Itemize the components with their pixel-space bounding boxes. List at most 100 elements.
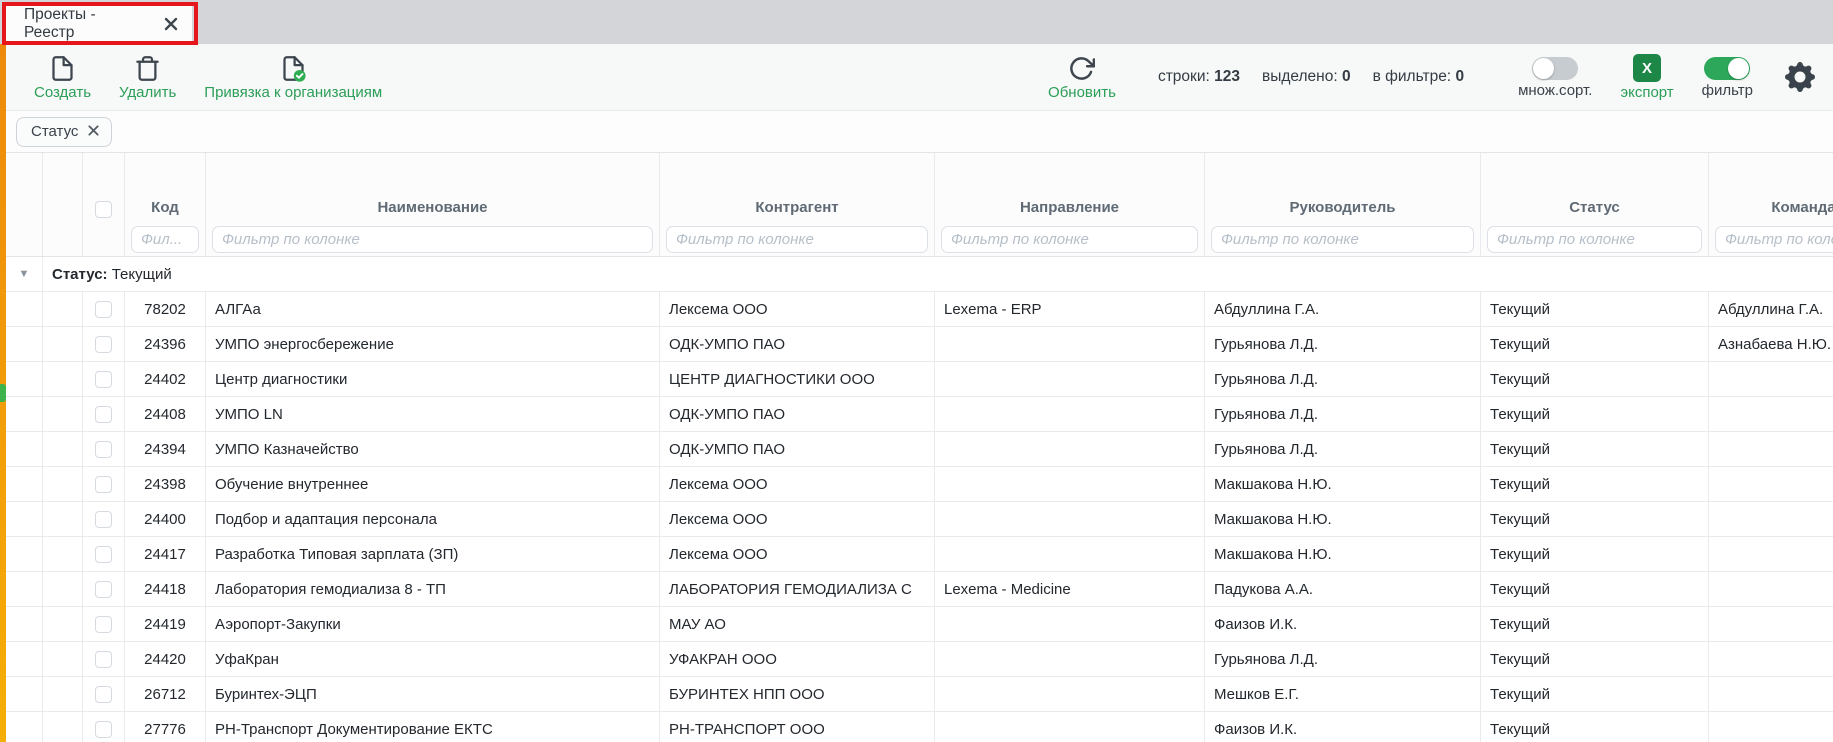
row-checkbox[interactable] (95, 370, 112, 388)
cell-expand (6, 467, 43, 501)
cell-counterparty: БУРИНТЕХ НПП ООО (660, 677, 935, 711)
cell-direction (935, 712, 1205, 742)
column-header-name[interactable]: Наименование (206, 153, 660, 223)
cell-direction (935, 677, 1205, 711)
filter-input-manager[interactable] (1211, 226, 1474, 253)
left-accent-bar (0, 44, 6, 742)
row-checkbox[interactable] (95, 335, 112, 353)
filter-input-counterparty[interactable] (666, 226, 928, 253)
collapse-triangle-icon[interactable]: ▼ (6, 257, 43, 291)
cell-name: Буринтех-ЭЦП (206, 677, 660, 711)
cell-checkbox (83, 607, 125, 641)
filter-toggle[interactable]: фильтр (1702, 56, 1753, 98)
row-counters: строки: 123 выделено: 0 в фильтре: 0 (1158, 68, 1464, 86)
table-row[interactable]: 24400 Подбор и адаптация персонала Лексема… (6, 502, 1833, 537)
header-select-all (83, 153, 125, 223)
table-row[interactable]: 24419 Аэропорт-Закупки МАУ АО Фаизов И.К. Те… (6, 607, 1833, 642)
multisort-toggle[interactable]: множ.сорт. (1518, 56, 1592, 98)
row-checkbox[interactable] (95, 580, 112, 598)
cell-counterparty: Лексема ООО (660, 537, 935, 571)
cell-team (1709, 362, 1833, 396)
cell-expand (6, 362, 43, 396)
export-button[interactable]: X экспорт (1620, 54, 1674, 100)
cell-checkbox (83, 712, 125, 742)
table-row[interactable]: 24396 УМПО энергосбережение ОДК-УМПО ПАО Гу… (6, 327, 1833, 362)
cell-status: Текущий (1481, 292, 1709, 326)
column-header-status[interactable]: Статус (1481, 153, 1709, 223)
cell-name: УфаКран (206, 642, 660, 676)
cell-manager: Гурьянова Л.Д. (1205, 327, 1481, 361)
filter-input-name[interactable] (212, 226, 653, 253)
trash-icon (136, 55, 159, 81)
link-organizations-button[interactable]: Привязка к организациям (204, 55, 382, 100)
filter-input-team[interactable] (1715, 226, 1833, 253)
table-row[interactable]: 24408 УМПО LN ОДК-УМПО ПАО Гурьянова Л.Д. Те… (6, 397, 1833, 432)
toggle-off-icon[interactable] (1532, 56, 1579, 80)
column-header-team[interactable]: Команда (1709, 153, 1833, 223)
table-row[interactable]: 24398 Обучение внутреннее Лексема ООО Макша… (6, 467, 1833, 502)
row-checkbox[interactable] (95, 720, 112, 738)
group-row-value: Текущий (111, 265, 172, 283)
table-row[interactable]: 78202 АЛГАа Лексема ООО Lexema - ERP Абдулли… (6, 292, 1833, 327)
tab-projects-registry[interactable]: Проекты - Реестр (6, 4, 192, 44)
left-edge-indicator (0, 384, 6, 402)
group-row-status[interactable]: ▼ Статус: Текущий (6, 257, 1833, 292)
row-checkbox[interactable] (95, 300, 112, 318)
cell-name: Лаборатория гемодиализа 8 - ТП (206, 572, 660, 606)
cell-code: 24419 (125, 607, 206, 641)
delete-button[interactable]: Удалить (119, 55, 176, 100)
cell-counterparty: Лексема ООО (660, 467, 935, 501)
cell-handle (43, 397, 83, 431)
table-row[interactable]: 24420 УфаКран УФАКРАН ООО Гурьянова Л.Д. Тек… (6, 642, 1833, 677)
close-icon[interactable] (164, 17, 178, 31)
row-checkbox[interactable] (95, 405, 112, 423)
cell-direction (935, 327, 1205, 361)
group-row-label: Статус: (52, 265, 112, 283)
filter-input-direction[interactable] (941, 226, 1198, 253)
table-row[interactable]: 24394 УМПО Казначейство ОДК-УМПО ПАО Гурьян… (6, 432, 1833, 467)
cell-team (1709, 642, 1833, 676)
group-row-text: Статус: Текущий (43, 266, 172, 283)
cell-status: Текущий (1481, 467, 1709, 501)
cell-expand (6, 712, 43, 742)
table-row[interactable]: 26712 Буринтех-ЭЦП БУРИНТЕХ НПП ООО Мешков … (6, 677, 1833, 712)
row-checkbox[interactable] (95, 475, 112, 493)
column-header-code[interactable]: Код (125, 153, 206, 223)
cell-status: Текущий (1481, 502, 1709, 536)
row-checkbox[interactable] (95, 685, 112, 703)
table-row[interactable]: 24418 Лаборатория гемодиализа 8 - ТП ЛАБОР… (6, 572, 1833, 607)
row-checkbox[interactable] (95, 545, 112, 563)
cell-name: АЛГАа (206, 292, 660, 326)
cell-team (1709, 502, 1833, 536)
table-row[interactable]: 24402 Центр диагностики ЦЕНТР ДИАГНОСТИКИ … (6, 362, 1833, 397)
cell-manager: Фаизов И.К. (1205, 607, 1481, 641)
row-checkbox[interactable] (95, 650, 112, 668)
toggle-on-icon[interactable] (1704, 56, 1751, 80)
cell-handle (43, 292, 83, 326)
row-checkbox[interactable] (95, 615, 112, 633)
row-checkbox[interactable] (95, 440, 112, 458)
table-row[interactable]: 24417 Разработка Типовая зарплата (ЗП) Лек… (6, 537, 1833, 572)
group-chip-status[interactable]: Статус (16, 116, 113, 147)
select-all-checkbox[interactable] (95, 201, 112, 218)
excel-icon: X (1633, 54, 1662, 82)
column-header-direction[interactable]: Направление (935, 153, 1205, 223)
cell-name: УМПО энергосбережение (206, 327, 660, 361)
cell-manager: Макшакова Н.Ю. (1205, 537, 1481, 571)
cell-team (1709, 712, 1833, 742)
column-header-manager[interactable]: Руководитель (1205, 153, 1481, 223)
create-button[interactable]: Создать (34, 55, 91, 100)
column-header-counterparty[interactable]: Контрагент (660, 153, 935, 223)
filter-input-code[interactable] (131, 226, 199, 253)
close-icon[interactable] (88, 123, 99, 140)
gear-icon[interactable] (1785, 62, 1815, 92)
table-row[interactable]: 27776 РН-Транспорт Документирование ЕКТС Р… (6, 712, 1833, 742)
cell-name: УМПО LN (206, 397, 660, 431)
cell-handle (43, 502, 83, 536)
cell-checkbox (83, 292, 125, 326)
rows-count: строки: 123 (1157, 68, 1240, 85)
row-checkbox[interactable] (95, 510, 112, 528)
refresh-button[interactable]: Обновить (1048, 55, 1116, 100)
filter-input-status[interactable] (1487, 226, 1702, 253)
cell-direction: Lexema - ERP (935, 292, 1205, 326)
